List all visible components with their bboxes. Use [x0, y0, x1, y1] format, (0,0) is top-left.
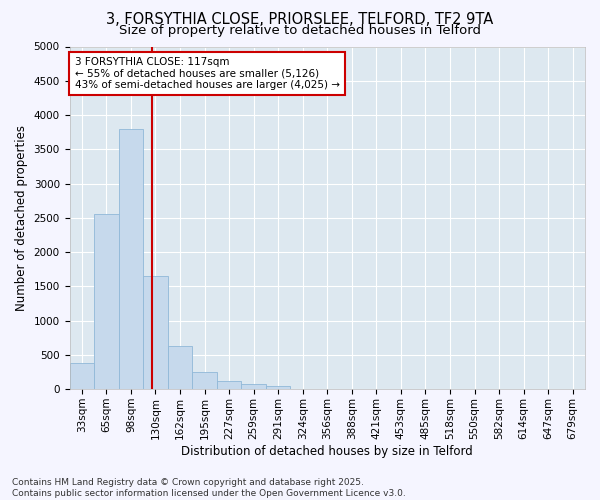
Text: Size of property relative to detached houses in Telford: Size of property relative to detached ho…: [119, 24, 481, 37]
Bar: [217, 380, 241, 389]
X-axis label: Distribution of detached houses by size in Telford: Distribution of detached houses by size …: [181, 444, 473, 458]
Bar: [168, 346, 192, 389]
Bar: [192, 372, 217, 389]
Bar: [70, 364, 94, 389]
Text: 3, FORSYTHIA CLOSE, PRIORSLEE, TELFORD, TF2 9TA: 3, FORSYTHIA CLOSE, PRIORSLEE, TELFORD, …: [106, 12, 494, 28]
Text: Contains HM Land Registry data © Crown copyright and database right 2025.
Contai: Contains HM Land Registry data © Crown c…: [12, 478, 406, 498]
Bar: [266, 386, 290, 389]
Bar: [241, 384, 266, 389]
Text: 3 FORSYTHIA CLOSE: 117sqm
← 55% of detached houses are smaller (5,126)
43% of se: 3 FORSYTHIA CLOSE: 117sqm ← 55% of detac…: [74, 57, 340, 90]
Bar: [94, 214, 119, 389]
Bar: [143, 276, 168, 389]
Bar: [119, 128, 143, 389]
Y-axis label: Number of detached properties: Number of detached properties: [15, 125, 28, 311]
